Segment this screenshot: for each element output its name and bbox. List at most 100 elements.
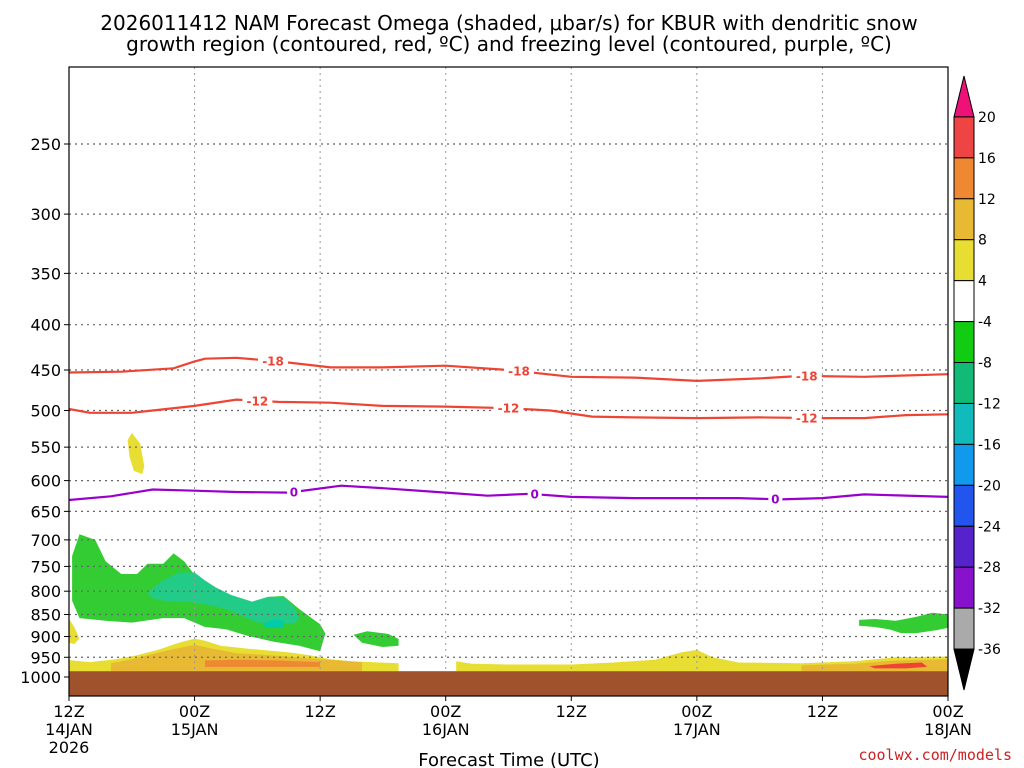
contour-label-bg: [286, 484, 301, 499]
y-tick-label: 550: [30, 438, 61, 457]
colorbar-label: -8: [978, 356, 992, 372]
omega-region: [869, 662, 928, 669]
omega-region: [205, 659, 321, 667]
x-tick-label: 12Z: [53, 702, 84, 721]
contour-label-bg: [242, 393, 273, 408]
colorbar-swatch: [953, 525, 975, 568]
colorbar-label: -4: [978, 315, 992, 331]
y-tick-label: 750: [30, 557, 61, 576]
y-tick-label: 650: [30, 502, 61, 521]
y-tick-label: 700: [30, 531, 61, 550]
contour-label-bg: [258, 353, 289, 368]
contour-line: [69, 356, 948, 383]
ground-surface: [69, 671, 948, 696]
y-tick-label: 350: [30, 264, 61, 283]
colorbar-swatch: [953, 566, 975, 609]
colorbar-swatch: [953, 157, 975, 200]
contour-label-bg: [503, 364, 534, 379]
contour-label: -18: [796, 369, 818, 383]
x-tick-label: 2026: [49, 738, 90, 757]
colorbar-swatch: [953, 484, 975, 527]
y-tick-label: 850: [30, 606, 61, 625]
colorbar-swatch: [953, 239, 975, 282]
y-tick-label: 500: [30, 402, 61, 421]
x-tick-label: 12Z: [556, 702, 587, 721]
omega-region: [353, 631, 399, 647]
x-tick-label: 12Z: [807, 702, 838, 721]
colorbar-label: 4: [978, 274, 987, 290]
y-tick-label: 250: [30, 135, 61, 154]
contour-label-bg: [791, 410, 822, 425]
x-tick-label: 00Z: [430, 702, 461, 721]
contour-label: -12: [796, 411, 818, 425]
colorbar-label: 16: [978, 151, 996, 167]
contour-label: -18: [262, 354, 284, 368]
y-tick-label: 1000: [20, 668, 61, 687]
chart-title-line: 2026011412 NAM Forecast Omega (shaded, μ…: [100, 11, 917, 35]
colorbar-swatch: [953, 116, 975, 159]
y-tick-label: 900: [30, 627, 61, 646]
x-tick-label: 12Z: [304, 702, 335, 721]
chart-title-line: growth region (contoured, red, ºC) and f…: [126, 32, 892, 56]
ground-surface-fill: [69, 671, 948, 696]
omega-region: [262, 619, 284, 628]
colorbar: 20 16 12 8 4 -4 -8 -12 -16 -20 -24 -28 -32 -36: [953, 75, 1001, 691]
omega-region: [859, 612, 948, 634]
y-tick-label: 400: [30, 316, 61, 335]
y-tick-label: 800: [30, 582, 61, 601]
colorbar-swatch: [953, 607, 975, 650]
colorbar-label: 12: [978, 192, 996, 208]
colorbar-label: 8: [978, 233, 987, 249]
contour-label-bg: [791, 368, 822, 383]
colorbar-label: -32: [978, 601, 1001, 617]
x-axis-title: Forecast Time (UTC): [418, 750, 599, 768]
contour-label-bg: [493, 401, 524, 416]
colorbar-label: -28: [978, 560, 1001, 576]
chart-title: 2026011412 NAM Forecast Omega (shaded, μ…: [100, 11, 917, 56]
colorbar-label: -24: [978, 519, 1001, 535]
x-tick-label: 16JAN: [422, 720, 470, 739]
x-tick-label: 14JAN: [45, 720, 93, 739]
x-tick-label: 00Z: [179, 702, 210, 721]
y-tick-label: 600: [30, 472, 61, 491]
colorbar-swatch: [953, 402, 975, 445]
omega-region: [801, 659, 948, 672]
pressure-axis: 250 300 350 400 450 500 550 600 650 700 750 800 850 9…: [20, 135, 69, 687]
omega-region: [69, 619, 80, 645]
temperature-contours: -18 -18 -18 -12 -12 -12 0 0 0: [69, 353, 948, 507]
contour-label: 0: [290, 485, 298, 499]
omega-region: [127, 432, 145, 475]
omega-region: [147, 572, 300, 624]
colorbar-label: -12: [978, 396, 1001, 412]
contour-label: -12: [498, 402, 520, 416]
colorbar-label: 20: [978, 110, 996, 126]
contour-label-bg: [527, 487, 542, 502]
y-tick-label: 450: [30, 361, 61, 380]
x-tick-label: 18JAN: [924, 720, 972, 739]
colorbar-bottom-arrow: [953, 648, 975, 691]
contour-label: 0: [530, 488, 538, 502]
colorbar-swatch: [953, 362, 975, 404]
x-tick-label: 00Z: [681, 702, 712, 721]
y-tick-label: 300: [30, 205, 61, 224]
contour-label-bg: [768, 492, 783, 507]
colorbar-label: -36: [978, 642, 1001, 658]
colorbar-swatch: [953, 321, 975, 364]
omega-shading: [69, 432, 948, 672]
credit-text: coolwx.com/models: [858, 746, 1012, 764]
x-tick-label: 00Z: [932, 702, 963, 721]
contour-label: -12: [247, 394, 269, 408]
x-tick-label: 15JAN: [171, 720, 219, 739]
contour-label: -18: [508, 365, 530, 379]
plot-border: [68, 66, 949, 697]
plot-frame: [68, 66, 949, 697]
y-tick-label: 950: [30, 648, 61, 667]
colorbar-swatch: [953, 280, 975, 323]
colorbar-label: -16: [978, 437, 1001, 453]
x-tick-label: 17JAN: [673, 720, 721, 739]
contour-label: 0: [771, 493, 779, 507]
colorbar-top-arrow: [953, 75, 975, 118]
colorbar-swatch: [953, 198, 975, 241]
